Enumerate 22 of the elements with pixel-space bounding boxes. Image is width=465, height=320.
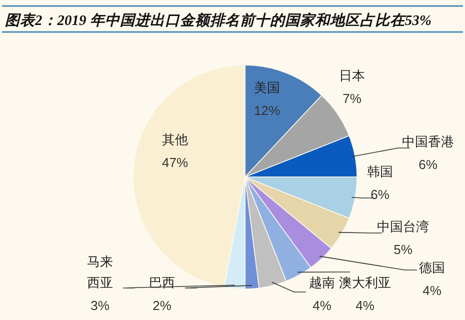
data-label: 4% <box>312 298 332 313</box>
data-label: 4% <box>422 283 442 298</box>
slice-label: 越南 <box>309 275 335 290</box>
slice-label: 德国 <box>419 260 445 275</box>
data-label: 3% <box>90 298 110 313</box>
data-label: 6% <box>370 187 390 202</box>
data-label: 7% <box>342 91 362 106</box>
slice-label: 马来西亚 <box>87 254 113 290</box>
chart-title: 图表2：2019 年中国进出口金额排名前十的国家和地区占比在53% <box>5 12 432 29</box>
slice-label: 美国 <box>254 80 280 95</box>
data-label: 5% <box>394 242 413 257</box>
data-label: 47% <box>162 155 188 170</box>
data-label: 12% <box>254 103 280 118</box>
slice-label: 中国台湾 <box>377 219 429 234</box>
slice-label: 中国香港 <box>402 134 454 149</box>
slice-label: 其他 <box>162 132 188 147</box>
data-label: 6% <box>418 157 438 172</box>
data-label: 2% <box>152 298 172 313</box>
slice-label: 韩国 <box>367 164 393 179</box>
slice-label: 日本 <box>339 68 365 83</box>
slice-label: 澳大利亚 <box>339 275 391 290</box>
data-label: 4% <box>356 298 375 313</box>
